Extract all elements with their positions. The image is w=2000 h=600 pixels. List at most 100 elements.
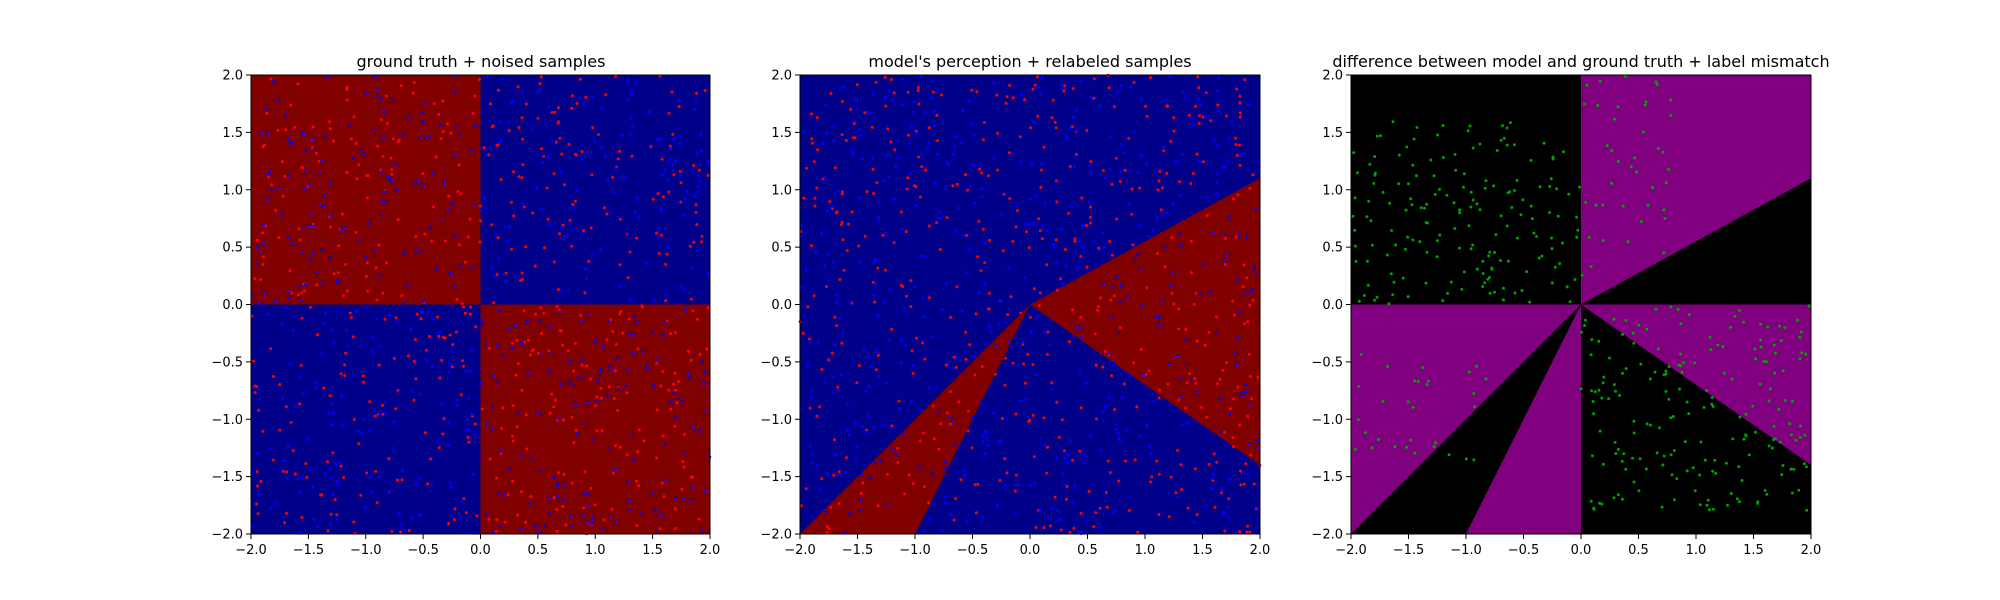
blue-sample-point xyxy=(424,136,428,140)
blue-sample-point xyxy=(453,89,457,93)
red-sample-point xyxy=(425,348,428,352)
red-sample-point xyxy=(1225,361,1228,365)
red-sample-point xyxy=(511,434,514,438)
red-sample-point xyxy=(833,315,837,319)
red-sample-point xyxy=(374,414,378,418)
red-sample-point xyxy=(996,131,1000,135)
red-sample-point xyxy=(1131,243,1135,247)
panel-3-background xyxy=(1351,75,1811,534)
red-sample-point xyxy=(446,122,450,126)
green-sample-point xyxy=(1616,105,1620,109)
green-sample-point xyxy=(1770,446,1774,450)
red-sample-point xyxy=(1130,187,1134,191)
blue-sample-point xyxy=(516,411,520,415)
red-sample-point xyxy=(829,91,833,95)
green-sample-point xyxy=(1682,361,1686,365)
blue-sample-point xyxy=(830,261,834,265)
blue-sample-point xyxy=(954,135,958,139)
red-sample-point xyxy=(886,127,890,131)
red-sample-point xyxy=(352,418,356,421)
red-sample-point xyxy=(609,318,613,322)
green-sample-point xyxy=(1446,291,1450,295)
blue-sample-point xyxy=(315,386,319,390)
blue-sample-point xyxy=(436,331,440,335)
blue-sample-point xyxy=(1117,330,1121,334)
green-sample-point xyxy=(1618,393,1621,397)
red-sample-point xyxy=(558,232,561,236)
blue-sample-point xyxy=(559,170,563,174)
red-sample-point xyxy=(616,157,620,161)
red-sample-point xyxy=(840,99,844,103)
blue-sample-point xyxy=(908,172,912,176)
blue-sample-point xyxy=(374,75,377,79)
green-sample-point xyxy=(1676,307,1680,311)
green-sample-point xyxy=(1710,402,1714,406)
blue-sample-point xyxy=(1048,342,1052,346)
red-sample-point xyxy=(635,524,639,528)
red-sample-point xyxy=(906,90,910,94)
blue-sample-point xyxy=(1139,153,1143,157)
red-sample-point xyxy=(975,90,979,94)
blue-sample-point xyxy=(1069,438,1073,442)
green-sample-point xyxy=(1797,488,1801,492)
green-sample-point xyxy=(1435,239,1439,243)
red-sample-point xyxy=(473,422,477,426)
red-sample-point xyxy=(558,329,562,332)
blue-sample-point xyxy=(560,226,564,230)
red-sample-point xyxy=(955,285,959,289)
blue-sample-point xyxy=(992,411,996,415)
green-sample-point xyxy=(1708,335,1712,339)
red-sample-point xyxy=(377,243,381,247)
green-sample-point xyxy=(1602,375,1606,379)
blue-sample-point xyxy=(833,343,837,347)
red-sample-point xyxy=(554,140,558,144)
red-sample-point xyxy=(835,324,839,328)
blue-sample-point xyxy=(465,427,469,431)
blue-sample-point xyxy=(600,106,604,110)
red-sample-point xyxy=(427,334,431,338)
green-sample-point xyxy=(1505,224,1509,228)
red-sample-point xyxy=(1112,105,1116,109)
green-sample-point xyxy=(1781,369,1785,373)
red-sample-point xyxy=(832,473,836,477)
blue-sample-point xyxy=(810,514,814,518)
blue-sample-point xyxy=(345,328,349,332)
green-sample-point xyxy=(1493,290,1496,294)
blue-sample-point xyxy=(965,270,969,274)
blue-sample-point xyxy=(436,440,439,444)
blue-sample-point xyxy=(844,531,848,535)
red-sample-point xyxy=(352,115,356,119)
red-sample-point xyxy=(1246,320,1250,324)
green-sample-point xyxy=(1355,171,1359,175)
red-sample-point xyxy=(520,271,524,275)
red-sample-point xyxy=(618,217,622,221)
red-sample-point xyxy=(637,484,641,488)
blue-sample-point xyxy=(941,529,944,533)
green-sample-point xyxy=(1447,453,1451,457)
blue-sample-point xyxy=(977,291,981,295)
blue-sample-point xyxy=(850,148,854,152)
red-sample-point xyxy=(828,200,832,204)
blue-sample-point xyxy=(839,373,843,377)
green-sample-point xyxy=(1670,473,1674,477)
blue-sample-point xyxy=(694,99,698,103)
green-sample-point xyxy=(1589,499,1593,503)
blue-sample-point xyxy=(313,147,317,151)
blue-sample-point xyxy=(497,257,501,261)
green-sample-point xyxy=(1548,211,1551,214)
blue-sample-point xyxy=(1244,383,1248,386)
blue-sample-point xyxy=(447,370,451,374)
blue-sample-point xyxy=(603,155,607,159)
red-sample-point xyxy=(590,173,594,177)
blue-sample-point xyxy=(304,169,308,173)
blue-sample-point xyxy=(548,511,552,515)
red-sample-point xyxy=(966,409,970,413)
red-sample-point xyxy=(874,80,878,84)
red-sample-point xyxy=(284,511,288,515)
green-sample-point xyxy=(1656,147,1660,150)
blue-sample-point xyxy=(982,241,986,245)
red-sample-point xyxy=(1225,114,1228,118)
green-sample-point xyxy=(1744,433,1748,437)
blue-sample-point xyxy=(307,183,311,187)
blue-sample-point xyxy=(1152,399,1156,403)
